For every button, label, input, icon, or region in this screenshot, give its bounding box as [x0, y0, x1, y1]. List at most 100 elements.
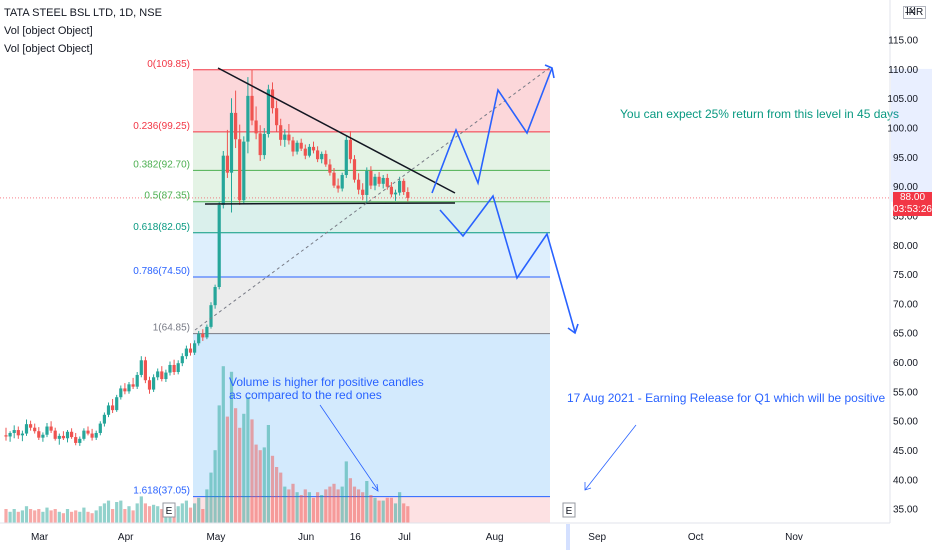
- x-tick-label: Oct: [688, 532, 704, 543]
- candle-body: [369, 170, 373, 186]
- x-tick-label: Apr: [118, 532, 134, 543]
- volume-bar: [106, 500, 111, 523]
- x-tick-label: Sep: [588, 532, 606, 543]
- candle-body: [57, 435, 61, 439]
- volume-bar: [311, 497, 316, 523]
- candle-body: [320, 153, 324, 160]
- y-tick-label: 35.00: [893, 505, 918, 516]
- candle-body: [184, 348, 188, 357]
- volume-bar: [246, 397, 250, 523]
- candle-body: [37, 431, 41, 438]
- volume-bar: [373, 497, 377, 523]
- volume-bar: [82, 507, 86, 523]
- candle-body: [164, 372, 168, 380]
- volume-legend-1: Vol [object Object]: [4, 25, 93, 37]
- last-price: 88.00: [899, 191, 926, 203]
- event-marker-label: E: [566, 506, 573, 517]
- y-tick-label: 45.00: [893, 446, 918, 457]
- volume-bar: [275, 467, 279, 523]
- y-tick-label: 90.00: [893, 182, 918, 193]
- candle-body: [361, 189, 365, 195]
- candle-body: [82, 430, 86, 439]
- candle-body: [102, 414, 106, 424]
- candle-body: [45, 426, 49, 435]
- candle-body: [365, 170, 369, 195]
- candle-body: [201, 333, 205, 338]
- candle-body: [266, 89, 270, 134]
- fib-zones: [193, 69, 550, 523]
- x-tick-label: May: [206, 532, 225, 543]
- candle-body: [65, 431, 70, 439]
- annotation-text: You can expect 25% return from this leve…: [620, 107, 899, 121]
- x-tick-label: Aug: [486, 532, 504, 543]
- volume-bar: [65, 509, 70, 523]
- volume-bar: [49, 510, 53, 523]
- volume-bar: [234, 408, 238, 523]
- x-axis[interactable]: Mar Apr May Jun 16 Jul Aug Sep Oct Nov: [0, 522, 890, 550]
- volume-bar: [369, 495, 373, 523]
- volume-bar: [340, 486, 344, 523]
- candle-body: [106, 405, 111, 415]
- fib-zone: [193, 232, 550, 278]
- x-tick-label: Jun: [298, 532, 314, 543]
- candle-body: [94, 432, 98, 438]
- last-price-badge: 88.00 03:53:26: [893, 191, 932, 216]
- candle-body: [348, 139, 352, 160]
- candle-body: [299, 142, 303, 149]
- volume-bar: [4, 509, 8, 523]
- candle-body: [295, 142, 299, 152]
- volume-bar: [344, 461, 348, 523]
- candle-body: [111, 405, 115, 411]
- candle-body: [283, 134, 287, 140]
- candle-body: [336, 185, 340, 189]
- volume-bar: [299, 495, 303, 523]
- bullish-arrowhead: [544, 64, 555, 79]
- candle-body: [168, 364, 172, 373]
- drawings: [194, 64, 637, 492]
- volume-bar: [135, 503, 139, 523]
- candle-body: [4, 435, 8, 437]
- volume-bar: [160, 509, 164, 523]
- currency-button[interactable]: INR: [903, 6, 927, 19]
- y-tick-label: 50.00: [893, 417, 918, 428]
- volume-bar: [152, 504, 156, 523]
- y-tick-label: 85.00: [893, 211, 918, 222]
- candle-body: [41, 434, 45, 438]
- candle-body: [279, 125, 283, 140]
- candle-body: [406, 192, 410, 198]
- candle-body: [213, 286, 217, 306]
- volume-bar: [242, 413, 246, 523]
- chart-legend: TATA STEEL BSL LTD, 1D, NSE Vol [object …: [4, 4, 162, 58]
- volume-bar: [20, 510, 24, 523]
- volume-bar: [295, 492, 299, 523]
- candle-body: [316, 150, 320, 160]
- volume-bar: [201, 509, 205, 523]
- volume-bar: [258, 450, 262, 523]
- y-tick-label: 95.00: [893, 153, 918, 164]
- volume-bar: [90, 513, 94, 523]
- candle-body: [12, 430, 16, 433]
- candle-body: [193, 343, 197, 353]
- volume-bar: [348, 478, 352, 523]
- volume-bar: [332, 483, 336, 523]
- candle-body: [221, 155, 225, 205]
- y-tick-label: 100.00: [887, 124, 918, 135]
- volume-bar: [357, 489, 361, 523]
- candle-body: [246, 95, 250, 142]
- volume-bar: [33, 510, 37, 523]
- volume-bar: [37, 509, 41, 523]
- candle-body: [8, 432, 12, 437]
- volume-bar: [389, 497, 393, 523]
- candle-body: [402, 180, 406, 193]
- volume-bar: [205, 489, 209, 523]
- volume-bar: [74, 510, 78, 523]
- volume-bar: [254, 444, 258, 523]
- volume-bar: [94, 510, 98, 523]
- candle-body: [180, 356, 184, 364]
- y-axis[interactable]: 12 115.00 110.00 105.00 100.00 95.00 90.00 85.0…: [887, 0, 932, 523]
- volume-bar: [221, 366, 225, 523]
- volume-bar: [131, 510, 135, 523]
- volume-bar: [98, 506, 102, 523]
- volume-bar: [361, 492, 365, 523]
